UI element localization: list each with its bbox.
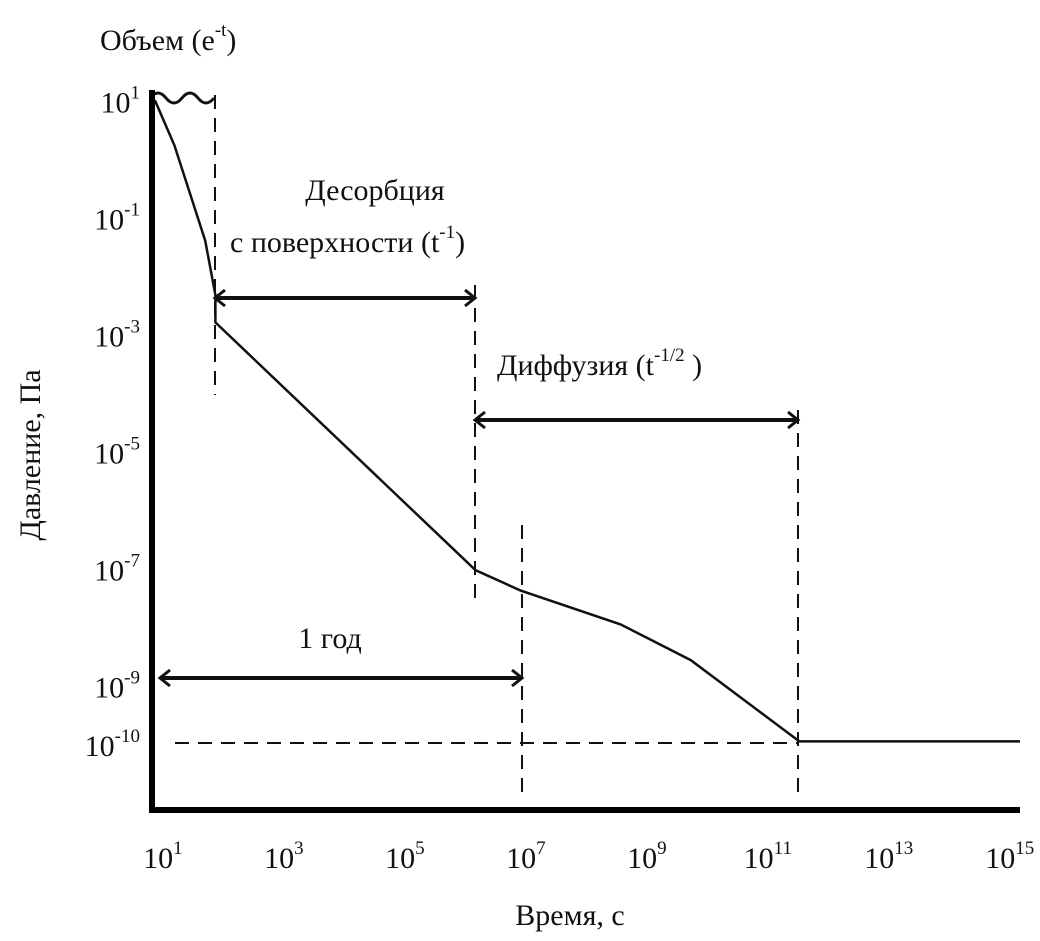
tick-base: 10 xyxy=(864,842,894,875)
y-tick-label: 10-10 xyxy=(85,726,140,763)
tick-base: 10 xyxy=(143,842,173,875)
annotation-year: 1 год xyxy=(298,622,361,655)
x-tick-label: 107 xyxy=(506,838,546,875)
tick-base: 10 xyxy=(94,203,124,236)
tick-exp: 1 xyxy=(173,838,183,859)
tick-exp: 3 xyxy=(294,838,304,859)
y-tick-label: 10-9 xyxy=(94,667,140,704)
tick-base: 10 xyxy=(85,730,115,763)
y-axis-label: Давление, Па xyxy=(14,369,47,540)
tick-base: 10 xyxy=(264,842,294,875)
tick-base: 10 xyxy=(985,842,1015,875)
tick-exp: 7 xyxy=(536,838,546,859)
tick-exp: -5 xyxy=(124,433,140,454)
y-tick-label: 10-3 xyxy=(94,316,140,353)
tick-exp: 5 xyxy=(415,838,425,859)
annotation-volume: Объем (e-t) xyxy=(100,20,236,57)
tick-base: 10 xyxy=(94,554,124,587)
axes xyxy=(149,90,1020,813)
tick-exp: 15 xyxy=(1015,838,1034,859)
tick-exp: -1 xyxy=(124,199,140,220)
y-tick-label: 10-1 xyxy=(94,199,140,236)
tick-base: 10 xyxy=(506,842,536,875)
x-tick-label: 101 xyxy=(143,838,183,875)
tick-exp: 9 xyxy=(657,838,667,859)
y-tick-label: 101 xyxy=(101,82,141,119)
tick-exp: 11 xyxy=(774,838,792,859)
x-tick-label: 109 xyxy=(627,838,667,875)
x-tick-label: 1011 xyxy=(744,838,792,875)
tick-base: 10 xyxy=(94,437,124,470)
tick-exp: -7 xyxy=(124,550,140,571)
x-tick-label: 105 xyxy=(385,838,425,875)
tick-exp: 1 xyxy=(131,82,141,103)
tick-base: 10 xyxy=(101,86,131,119)
tick-exp: -3 xyxy=(124,316,140,337)
tick-base: 10 xyxy=(385,842,415,875)
annotation-diffusion: Диффузия (t-1/2 ) xyxy=(497,345,702,382)
annotation-desorption-2: с поверхности (t-1) xyxy=(230,222,465,259)
x-tick-label: 1015 xyxy=(985,838,1034,875)
x-tick-label: 103 xyxy=(264,838,304,875)
tick-base: 10 xyxy=(627,842,657,875)
annotation-lines xyxy=(148,91,801,800)
x-tick-label: 1013 xyxy=(864,838,913,875)
tick-exp: 13 xyxy=(894,838,913,859)
x-axis-label: Время, с xyxy=(515,899,624,932)
pressure-curve xyxy=(153,99,1020,743)
tick-base: 10 xyxy=(744,842,774,875)
y-tick-label: 10-5 xyxy=(94,433,140,470)
annotation-desorption: Десорбция xyxy=(305,174,445,207)
tick-exp: -10 xyxy=(115,726,140,747)
tick-exp: -9 xyxy=(124,667,140,688)
tick-base: 10 xyxy=(94,671,124,704)
tick-base: 10 xyxy=(94,320,124,353)
y-tick-label: 10-7 xyxy=(94,550,140,587)
